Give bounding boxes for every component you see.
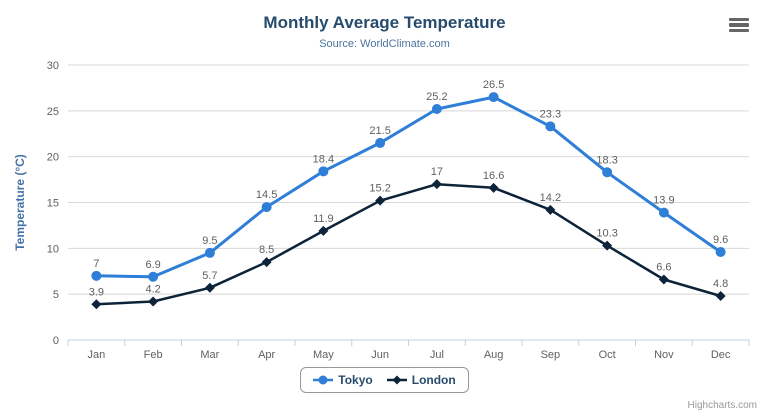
y-tick-label: 30 <box>47 60 59 72</box>
data-label: 4.2 <box>145 284 160 296</box>
data-label: 7 <box>93 258 99 270</box>
legend-label: Tokyo <box>338 373 373 387</box>
data-point-tokyo[interactable] <box>318 166 329 177</box>
data-label: 23.3 <box>540 108 561 120</box>
y-tick-label: 20 <box>47 152 59 164</box>
data-label: 15.2 <box>369 183 390 195</box>
data-label: 6.9 <box>145 259 160 271</box>
data-label: 10.3 <box>596 228 617 240</box>
data-point-london[interactable] <box>318 225 329 236</box>
data-point-tokyo[interactable] <box>148 271 159 282</box>
data-point-tokyo[interactable] <box>204 247 215 258</box>
data-label: 14.2 <box>540 192 561 204</box>
data-label: 8.5 <box>259 244 274 256</box>
x-tick-label: Dec <box>711 349 731 361</box>
legend-label: London <box>411 373 456 387</box>
x-tick-label: Oct <box>599 349 616 361</box>
data-point-london[interactable] <box>148 296 159 307</box>
data-point-tokyo[interactable] <box>545 121 556 132</box>
data-label: 5.7 <box>202 270 217 282</box>
x-tick-label: Apr <box>258 349 275 361</box>
data-label: 18.3 <box>596 154 617 166</box>
data-label: 16.6 <box>483 170 504 182</box>
x-tick-label: Aug <box>484 349 504 361</box>
x-tick-label: Sep <box>541 349 561 361</box>
data-point-london[interactable] <box>602 240 613 251</box>
data-label: 14.5 <box>256 189 277 201</box>
series-line-london <box>96 182 721 306</box>
data-label: 13.9 <box>653 195 674 207</box>
data-point-tokyo[interactable] <box>602 167 613 178</box>
legend-item-tokyo[interactable]: Tokyo <box>313 373 373 387</box>
data-point-london[interactable] <box>261 257 272 268</box>
y-tick-label: 25 <box>47 106 59 118</box>
x-tick-label: Jan <box>88 349 106 361</box>
data-label: 21.5 <box>369 125 390 137</box>
y-tick-label: 0 <box>53 335 59 347</box>
x-tick-label: May <box>313 349 334 361</box>
data-label: 3.9 <box>89 286 104 298</box>
data-point-tokyo[interactable] <box>261 202 272 213</box>
data-label: 9.6 <box>713 234 728 246</box>
data-label: 11.9 <box>313 213 334 225</box>
data-label: 18.4 <box>313 153 334 165</box>
data-point-london[interactable] <box>91 299 102 310</box>
data-point-london[interactable] <box>715 291 726 301</box>
chart-title: Monthly Average Temperature <box>263 13 506 32</box>
data-point-tokyo[interactable] <box>488 92 499 103</box>
data-label: 4.8 <box>713 278 728 290</box>
data-point-tokyo[interactable] <box>658 207 669 218</box>
data-label: 26.5 <box>483 79 504 91</box>
x-tick-label: Mar <box>200 349 219 361</box>
data-label: 17 <box>431 166 443 178</box>
data-point-london[interactable] <box>545 204 556 215</box>
data-point-london[interactable] <box>658 274 669 285</box>
x-tick-label: Jul <box>430 349 444 361</box>
data-label: 6.6 <box>656 262 671 274</box>
chart-subtitle: Source: WorldClimate.com <box>319 38 450 50</box>
data-point-london[interactable] <box>488 182 499 193</box>
data-point-tokyo[interactable] <box>375 137 386 148</box>
hamburger-menu-icon[interactable] <box>727 16 751 34</box>
y-tick-label: 15 <box>47 198 59 210</box>
y-axis-title: Temperature (°C) <box>13 154 27 251</box>
data-point-london[interactable] <box>204 282 215 293</box>
menu-bar <box>729 23 749 27</box>
data-point-london[interactable] <box>431 179 442 190</box>
x-tick-label: Jun <box>371 349 389 361</box>
data-point-tokyo[interactable] <box>91 270 102 281</box>
credits-link[interactable]: Highcharts.com <box>687 400 757 411</box>
menu-bar <box>729 28 749 32</box>
x-tick-label: Nov <box>654 349 674 361</box>
legend-marker-diamond-icon <box>386 375 407 385</box>
legend-inner: Tokyo London <box>300 367 469 393</box>
legend-marker-circle-icon <box>313 375 334 385</box>
data-point-tokyo[interactable] <box>431 104 442 114</box>
data-label: 9.5 <box>202 235 217 247</box>
x-tick-label: Feb <box>144 349 163 361</box>
data-label: 25.2 <box>426 91 447 103</box>
legend: Tokyo London <box>0 367 769 393</box>
y-tick-label: 5 <box>53 289 59 301</box>
menu-bar <box>729 18 749 22</box>
series-line-tokyo <box>96 95 722 279</box>
y-tick-label: 10 <box>47 243 59 255</box>
legend-item-london[interactable]: London <box>386 373 456 387</box>
data-point-london[interactable] <box>375 195 386 206</box>
data-point-tokyo[interactable] <box>715 247 726 257</box>
